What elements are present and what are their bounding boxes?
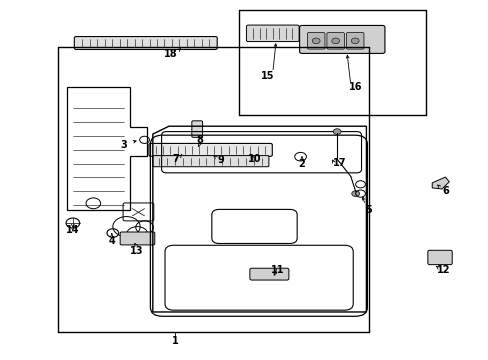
Text: 6: 6 (441, 186, 448, 197)
FancyBboxPatch shape (249, 268, 288, 280)
FancyBboxPatch shape (191, 121, 202, 137)
FancyBboxPatch shape (299, 26, 384, 53)
Ellipse shape (175, 147, 186, 157)
Text: 16: 16 (348, 82, 362, 93)
Text: 3: 3 (120, 140, 127, 150)
FancyBboxPatch shape (149, 143, 272, 156)
Text: 10: 10 (247, 154, 261, 164)
Text: 2: 2 (298, 159, 305, 169)
Text: 17: 17 (332, 158, 346, 168)
FancyBboxPatch shape (246, 25, 299, 41)
Wedge shape (203, 147, 219, 153)
Text: 11: 11 (270, 265, 284, 275)
Text: 9: 9 (217, 155, 224, 165)
FancyBboxPatch shape (307, 33, 325, 49)
Text: 18: 18 (163, 49, 177, 59)
FancyBboxPatch shape (120, 232, 155, 245)
Circle shape (312, 38, 320, 44)
FancyBboxPatch shape (326, 33, 344, 49)
Circle shape (332, 129, 340, 134)
FancyBboxPatch shape (346, 33, 363, 49)
Text: 7: 7 (172, 154, 178, 164)
Text: 13: 13 (129, 246, 142, 256)
Text: 5: 5 (365, 206, 371, 216)
Polygon shape (431, 177, 448, 189)
Circle shape (351, 191, 359, 197)
Text: 1: 1 (172, 336, 178, 346)
Text: 12: 12 (436, 265, 449, 275)
FancyBboxPatch shape (74, 37, 217, 49)
FancyBboxPatch shape (427, 250, 451, 265)
Text: 15: 15 (261, 71, 274, 81)
Circle shape (350, 38, 358, 44)
Circle shape (331, 38, 339, 44)
Text: 4: 4 (108, 236, 115, 246)
FancyBboxPatch shape (153, 156, 268, 167)
Text: 14: 14 (66, 225, 80, 235)
Text: 8: 8 (196, 135, 203, 145)
